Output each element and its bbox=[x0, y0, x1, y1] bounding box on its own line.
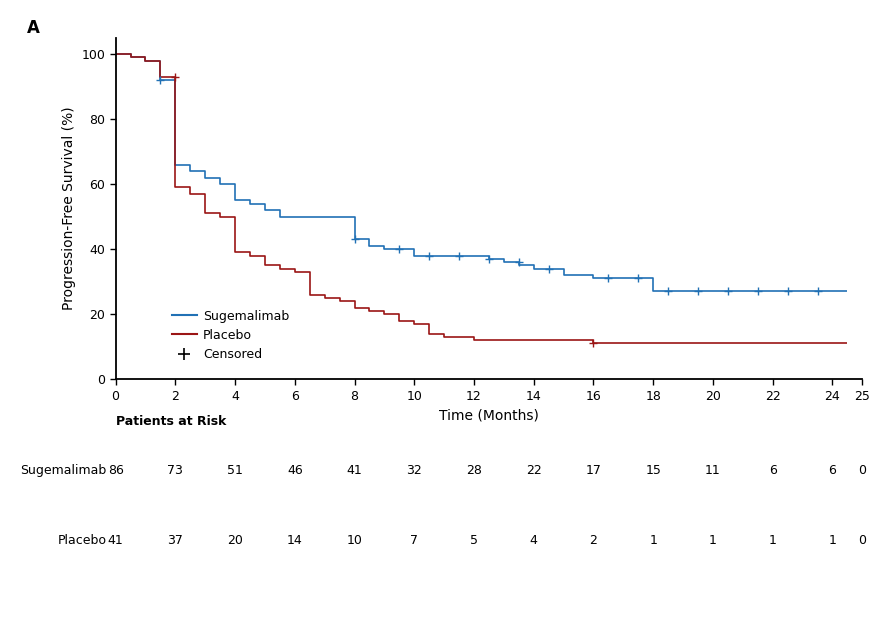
Legend: Sugemalimab, Placebo, Censored: Sugemalimab, Placebo, Censored bbox=[166, 305, 294, 366]
Text: 4: 4 bbox=[530, 535, 538, 547]
Point bbox=[750, 286, 765, 296]
Text: 17: 17 bbox=[586, 464, 602, 477]
Point bbox=[541, 264, 556, 274]
Point bbox=[721, 286, 735, 296]
Text: 51: 51 bbox=[227, 464, 243, 477]
Text: Placebo: Placebo bbox=[58, 535, 107, 547]
Text: 86: 86 bbox=[108, 464, 124, 477]
Text: 22: 22 bbox=[526, 464, 541, 477]
Point bbox=[661, 286, 676, 296]
Text: 2: 2 bbox=[589, 535, 597, 547]
Text: Patients at Risk: Patients at Risk bbox=[116, 415, 226, 428]
Text: 15: 15 bbox=[645, 464, 661, 477]
Point bbox=[392, 244, 406, 254]
Text: 0: 0 bbox=[859, 464, 866, 477]
Point bbox=[168, 72, 182, 82]
Text: Sugemalimab: Sugemalimab bbox=[20, 464, 107, 477]
Point bbox=[631, 274, 645, 284]
Point bbox=[452, 251, 466, 261]
Text: 20: 20 bbox=[227, 535, 243, 547]
Point bbox=[587, 338, 601, 348]
Point bbox=[512, 257, 526, 267]
Point bbox=[691, 286, 705, 296]
Text: 11: 11 bbox=[705, 464, 721, 477]
Text: 1: 1 bbox=[649, 535, 657, 547]
Point bbox=[482, 254, 496, 264]
Text: 6: 6 bbox=[769, 464, 777, 477]
Point bbox=[422, 251, 436, 261]
Point bbox=[781, 286, 795, 296]
Text: 7: 7 bbox=[411, 535, 418, 547]
Point bbox=[811, 286, 825, 296]
Text: 28: 28 bbox=[466, 464, 482, 477]
Text: 32: 32 bbox=[406, 464, 422, 477]
Text: A: A bbox=[27, 19, 39, 37]
Text: 0: 0 bbox=[859, 535, 866, 547]
Text: 1: 1 bbox=[709, 535, 717, 547]
Text: 14: 14 bbox=[287, 535, 302, 547]
Point bbox=[153, 75, 167, 85]
Text: 1: 1 bbox=[769, 535, 777, 547]
Text: 41: 41 bbox=[347, 464, 363, 477]
Text: 41: 41 bbox=[108, 535, 124, 547]
Text: 37: 37 bbox=[167, 535, 183, 547]
Text: 73: 73 bbox=[167, 464, 183, 477]
Text: 5: 5 bbox=[470, 535, 478, 547]
Text: 6: 6 bbox=[829, 464, 837, 477]
Text: 46: 46 bbox=[287, 464, 302, 477]
Y-axis label: Progression-Free Survival (%): Progression-Free Survival (%) bbox=[61, 107, 76, 310]
X-axis label: Time (Months): Time (Months) bbox=[439, 408, 539, 422]
Point bbox=[348, 234, 362, 245]
Text: 1: 1 bbox=[829, 535, 837, 547]
Point bbox=[601, 274, 615, 284]
Text: 10: 10 bbox=[347, 535, 363, 547]
